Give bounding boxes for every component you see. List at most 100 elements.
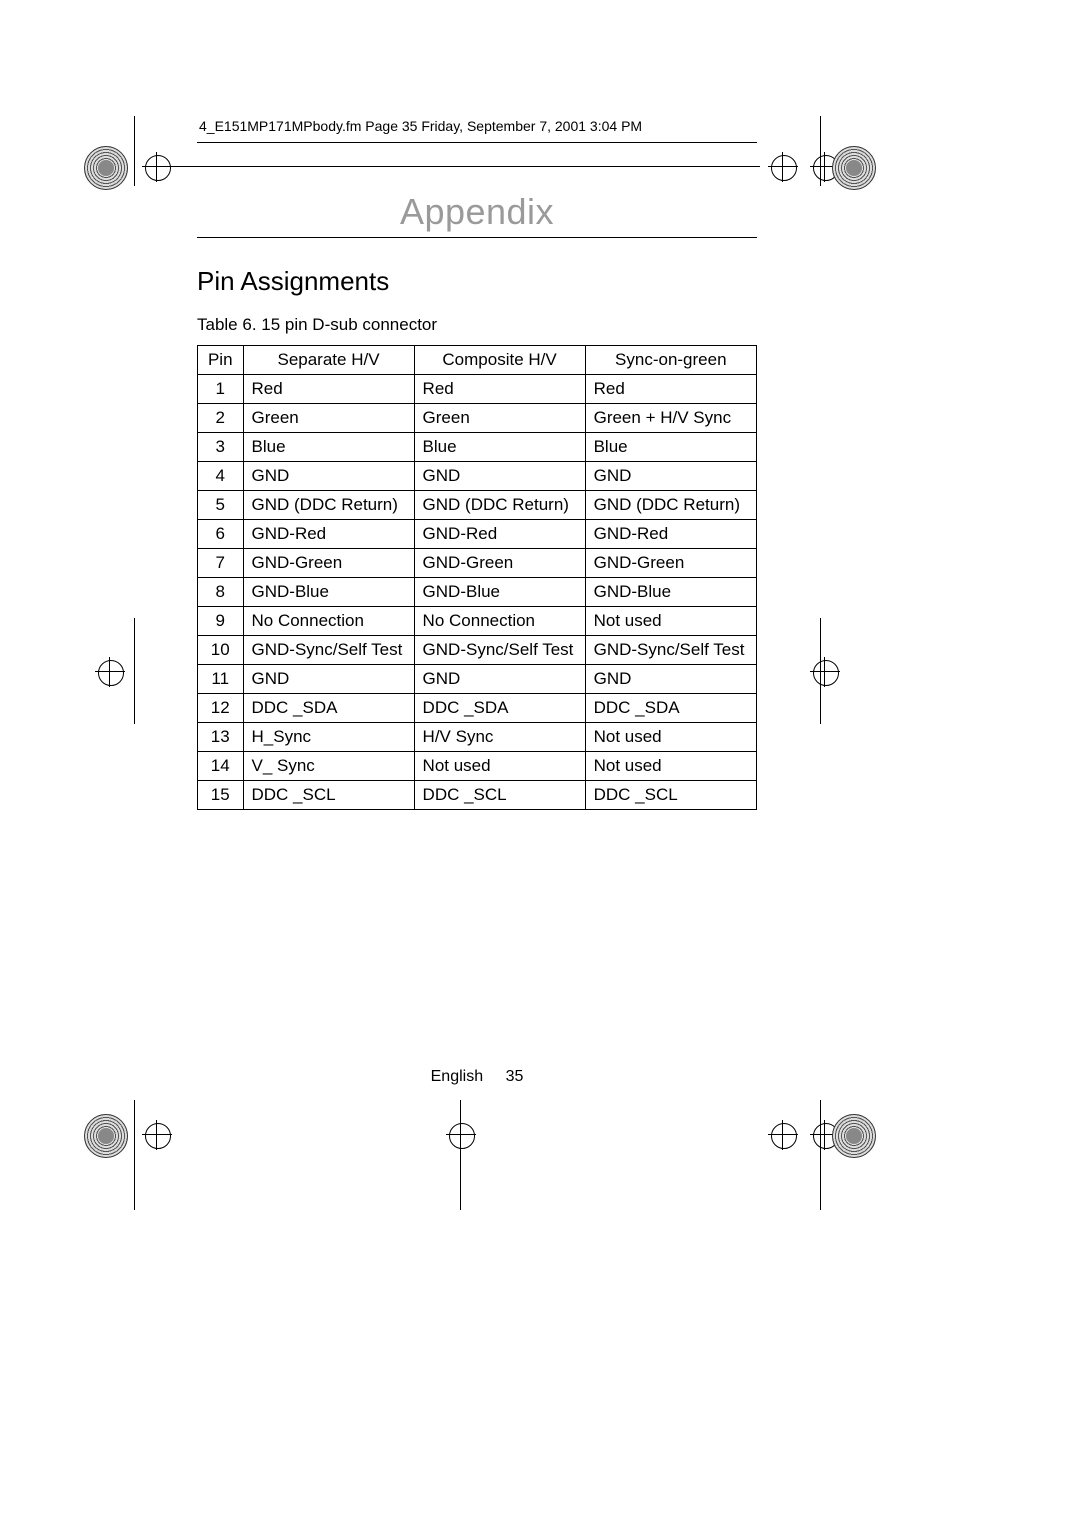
crop-mark [134,1100,135,1210]
cell-value: GND-Sync/Self Test [243,636,414,665]
cell-pin: 6 [198,520,244,549]
cell-pin: 2 [198,404,244,433]
cell-pin: 1 [198,375,244,404]
appendix-title: Appendix [197,191,757,233]
col-separate: Separate H/V [243,346,414,375]
cell-value: GND-Red [414,520,585,549]
cell-value: DDC _SDA [585,694,756,723]
cell-value: GND-Red [243,520,414,549]
cell-pin: 8 [198,578,244,607]
cell-value: Red [585,375,756,404]
footer-page-number: 35 [506,1068,524,1085]
cell-value: H_Sync [243,723,414,752]
cell-value: GND-Sync/Self Test [414,636,585,665]
medallion-mark [832,1114,876,1158]
cell-pin: 7 [198,549,244,578]
cell-pin: 9 [198,607,244,636]
cell-value: Green [414,404,585,433]
registration-mark [142,1120,172,1150]
table-row: 2GreenGreenGreen + H/V Sync [198,404,757,433]
cell-value: GND [243,462,414,491]
content-frame: 4_E151MP171MPbody.fm Page 35 Friday, Sep… [197,118,757,1118]
col-pin: Pin [198,346,244,375]
cell-value: GND (DDC Return) [243,491,414,520]
cell-value: Blue [585,433,756,462]
table-row: 9No ConnectionNo ConnectionNot used [198,607,757,636]
medallion-mark [84,146,128,190]
cell-pin: 11 [198,665,244,694]
cell-value: Not used [585,607,756,636]
cell-value: Green [243,404,414,433]
cell-value: GND-Sync/Self Test [585,636,756,665]
cell-value: GND-Red [585,520,756,549]
cell-value: GND-Blue [414,578,585,607]
cell-value: GND-Green [243,549,414,578]
cell-value: No Connection [414,607,585,636]
cell-pin: 4 [198,462,244,491]
table-row: 15DDC _SCLDDC _SCLDDC _SCL [198,781,757,810]
table-header-row: Pin Separate H/V Composite H/V Sync-on-g… [198,346,757,375]
registration-mark [768,1120,798,1150]
cell-value: DDC _SDA [414,694,585,723]
cell-value: GND [243,665,414,694]
table-row: 14V_ SyncNot usedNot used [198,752,757,781]
table-row: 5GND (DDC Return)GND (DDC Return)GND (DD… [198,491,757,520]
crop-mark [134,618,135,724]
medallion-mark [832,146,876,190]
cell-pin: 5 [198,491,244,520]
cell-value: Blue [243,433,414,462]
table-row: 11GNDGNDGND [198,665,757,694]
cell-value: V_ Sync [243,752,414,781]
cell-value: H/V Sync [414,723,585,752]
cell-value: GND [414,462,585,491]
registration-mark [446,1120,476,1150]
cell-value: Not used [585,723,756,752]
cell-value: GND-Blue [243,578,414,607]
table-row: 3BlueBlueBlue [198,433,757,462]
cell-value: GND-Green [585,549,756,578]
table-caption: Table 6. 15 pin D-sub connector [197,315,757,335]
cell-value: Blue [414,433,585,462]
cell-value: DDC _SCL [414,781,585,810]
title-rule [197,237,757,238]
crop-mark [820,1100,821,1210]
table-row: 10GND-Sync/Self TestGND-Sync/Self TestGN… [198,636,757,665]
cell-value: GND [414,665,585,694]
cell-pin: 13 [198,723,244,752]
col-sync-on-green: Sync-on-green [585,346,756,375]
table-row: 7GND-GreenGND-GreenGND-Green [198,549,757,578]
cell-value: GND (DDC Return) [414,491,585,520]
header-rule [197,142,757,143]
cell-value: Green + H/V Sync [585,404,756,433]
cell-pin: 14 [198,752,244,781]
cell-value: Red [414,375,585,404]
cell-value: DDC _SCL [243,781,414,810]
cell-value: GND [585,665,756,694]
section-heading: Pin Assignments [197,266,757,297]
table-row: 13H_SyncH/V SyncNot used [198,723,757,752]
file-header-line: 4_E151MP171MPbody.fm Page 35 Friday, Sep… [197,118,757,134]
table-row: 8GND-BlueGND-BlueGND-Blue [198,578,757,607]
cell-value: GND-Blue [585,578,756,607]
medallion-mark [84,1114,128,1158]
page-root: 4_E151MP171MPbody.fm Page 35 Friday, Sep… [0,0,1080,1528]
table-row: 4GNDGNDGND [198,462,757,491]
cell-pin: 12 [198,694,244,723]
cell-value: DDC _SCL [585,781,756,810]
registration-mark [768,152,798,182]
cell-value: GND-Green [414,549,585,578]
cell-value: No Connection [243,607,414,636]
cell-pin: 15 [198,781,244,810]
cell-value: Not used [414,752,585,781]
registration-mark [810,657,840,687]
registration-mark [142,152,172,182]
cell-pin: 3 [198,433,244,462]
cell-value: DDC _SDA [243,694,414,723]
table-row: 12DDC _SDADDC _SDADDC _SDA [198,694,757,723]
cell-pin: 10 [198,636,244,665]
cell-value: GND (DDC Return) [585,491,756,520]
crop-mark [134,116,135,186]
cell-value: Red [243,375,414,404]
table-row: 6GND-RedGND-RedGND-Red [198,520,757,549]
pin-assignment-table: Pin Separate H/V Composite H/V Sync-on-g… [197,345,757,810]
